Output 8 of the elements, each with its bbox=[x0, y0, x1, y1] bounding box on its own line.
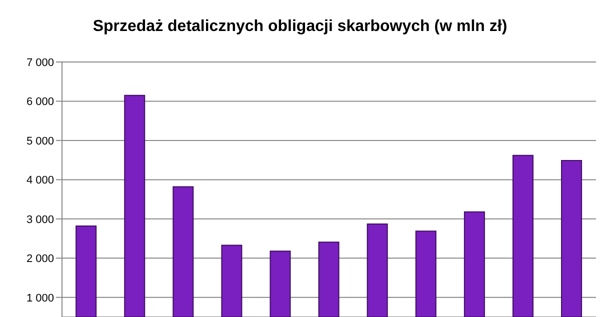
y-tick-label: 3 000 bbox=[26, 214, 54, 226]
y-tick-label: 4 000 bbox=[26, 174, 54, 187]
y-tick-label: 6 000 bbox=[26, 96, 54, 108]
chart-title: Sprzedaż detalicznych obligacji skarbowych (w mln zł) bbox=[92, 18, 508, 36]
y-tick-label: 7 000 bbox=[26, 56, 54, 69]
y-tick-label: 5 000 bbox=[26, 135, 54, 148]
y-tick-label: 2 000 bbox=[26, 253, 54, 266]
y-tick-label: 1 000 bbox=[26, 292, 54, 304]
